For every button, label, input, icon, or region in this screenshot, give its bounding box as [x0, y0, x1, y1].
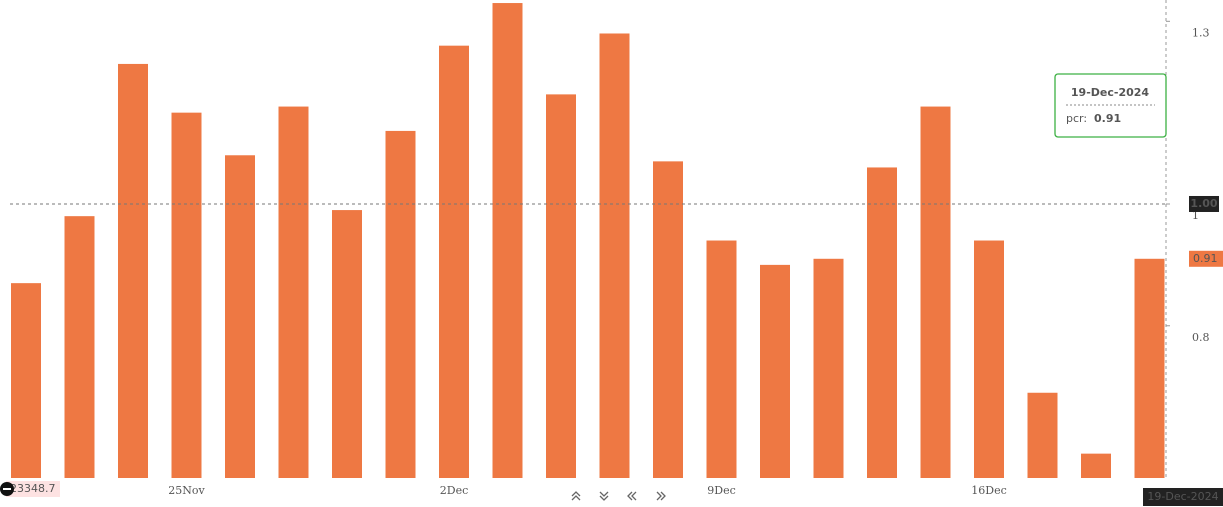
bar	[11, 283, 41, 478]
x-tick-label: 25Nov	[168, 484, 205, 497]
bar	[64, 216, 95, 479]
tooltip: 19-Dec-2024 pcr: 0.91	[1054, 73, 1167, 138]
bar	[492, 3, 523, 478]
bar	[546, 94, 576, 478]
last-value-label: 0.91	[1193, 252, 1218, 265]
y-tick-label: 1	[1192, 209, 1199, 222]
bar	[653, 161, 683, 479]
x-tick-label: 2Dec	[440, 484, 469, 497]
bar	[813, 258, 844, 478]
x-tick-label: 16Dec	[971, 484, 1007, 497]
reference-tag	[1189, 195, 1219, 212]
bar	[225, 155, 255, 479]
nav-icons[interactable]	[571, 491, 666, 501]
bar	[760, 264, 790, 478]
bar	[1081, 453, 1111, 478]
y-tick-label: 1.3	[1192, 26, 1210, 39]
reference-label: 1.00	[1190, 197, 1217, 210]
bar	[974, 240, 1004, 478]
crosshair-y-tag	[6, 481, 60, 497]
tooltip-label: pcr:	[1066, 112, 1087, 125]
crosshair-x-tag	[1143, 488, 1223, 506]
bar	[385, 130, 416, 479]
bar	[332, 210, 362, 479]
bar	[439, 45, 469, 478]
x-tick-label: 9Dec	[707, 484, 736, 497]
bar	[278, 106, 309, 478]
last-value-tag	[1189, 250, 1223, 267]
bar	[599, 33, 630, 478]
bar	[1134, 258, 1165, 478]
bar	[706, 240, 737, 478]
bar	[1027, 392, 1058, 478]
tooltip-value: 0.91	[1094, 112, 1121, 125]
tooltip-date: 19-Dec-2024	[1071, 86, 1150, 99]
bar	[118, 63, 148, 478]
crosshair-x-label: 19-Dec-2024	[1147, 490, 1218, 503]
bar	[920, 106, 951, 478]
bar	[867, 167, 897, 479]
y-tick-label: 0.8	[1192, 331, 1210, 344]
bar	[171, 112, 202, 478]
crosshair-y-label: 23348.7	[10, 482, 56, 495]
